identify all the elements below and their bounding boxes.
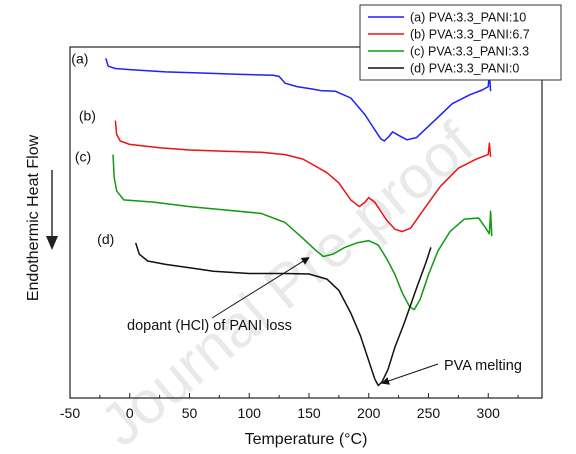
annotation-text: PVA melting [444, 358, 522, 374]
plot-frame [69, 46, 543, 399]
x-tick-label: 200 [357, 405, 381, 421]
series-line-3 [134, 242, 432, 387]
legend-label: (a) PVA:3.3_PANI:10 [410, 11, 526, 25]
legend-label: (c) PVA:3.3_PANI:3.3 [410, 45, 529, 59]
curve-tags: (a) (b) (c) (d) [71, 50, 114, 247]
legend-label: (d) PVA:3.3_PANI:0 [410, 62, 519, 76]
annotation-arrow [381, 363, 439, 385]
x-axis-title: Temperature (°C) [245, 431, 368, 448]
x-tick-label: 100 [238, 405, 262, 421]
x-axis-ticks: -50 0 50 100 150 200 250 300 [60, 393, 519, 421]
series-curves [105, 58, 493, 387]
legend: (a) PVA:3.3_PANI:10 (b) PVA:3.3_PANI:6.7 (… [359, 4, 562, 81]
x-tick-label: 300 [477, 405, 501, 421]
x-tick-label: 250 [417, 405, 441, 421]
x-tick-label: 50 [182, 405, 198, 421]
curve-tag: (a) [71, 50, 88, 66]
series-line-2 [112, 154, 493, 311]
y-axis-down-arrow [46, 170, 58, 250]
annotation-arrow [211, 257, 310, 319]
annotation-text: dopant (HCl) of PANI loss [127, 318, 292, 334]
legend-label: (b) PVA:3.3_PANI:6.7 [410, 28, 530, 42]
y-axis-title: Endothermic Heat Flow [25, 134, 42, 301]
x-tick-label: 0 [126, 405, 134, 421]
curve-tag: (b) [79, 108, 96, 124]
annotations: dopant (HCl) of PANI loss PVA melting [127, 257, 522, 385]
x-tick-label: 150 [297, 405, 321, 421]
curve-tag: (c) [75, 149, 91, 165]
series-line-0 [105, 58, 492, 142]
x-tick-label: -50 [60, 405, 80, 421]
curve-tag: (d) [97, 231, 114, 247]
series-line-1 [114, 120, 492, 233]
